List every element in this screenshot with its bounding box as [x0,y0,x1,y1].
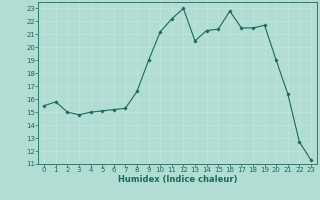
X-axis label: Humidex (Indice chaleur): Humidex (Indice chaleur) [118,175,237,184]
